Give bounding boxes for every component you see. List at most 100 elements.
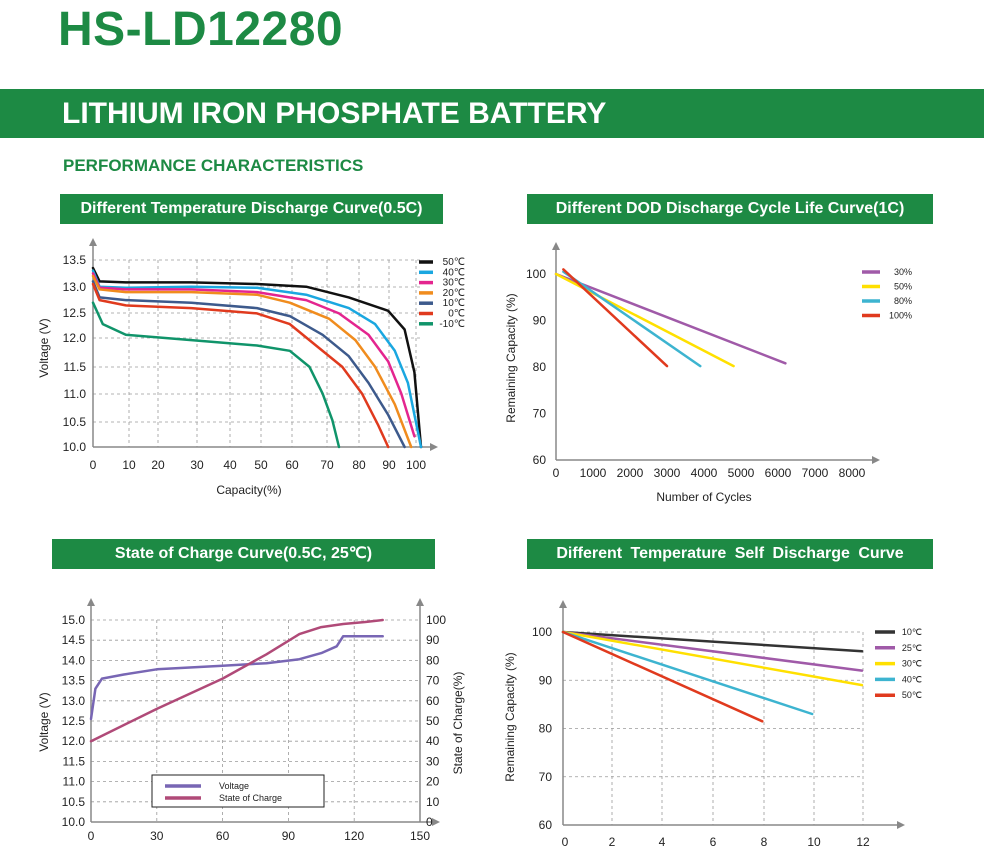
self_discharge-series-line-2	[561, 630, 864, 687]
temp_discharge-y-axis-label: Voltage (V)	[37, 318, 51, 377]
state_of_charge-y-axis-label: Voltage (V)	[37, 692, 51, 751]
self_discharge-x-tick-label: 2	[609, 835, 616, 849]
temp_discharge-x-tick-label: 30	[190, 458, 204, 472]
self_discharge-series-line-1	[561, 630, 864, 672]
state_of_charge-x-tick-label: 0	[88, 829, 95, 843]
chart-title-state-of-charge: State of Charge Curve(0.5C, 25℃)	[52, 539, 435, 569]
state_of_charge-series-line-1	[89, 618, 384, 743]
temp_discharge-y-tick-label: 11.5	[64, 360, 87, 374]
dod_cycle-x-tick-label: 8000	[839, 466, 866, 480]
state_of_charge-y2-tick-label: 20	[426, 775, 440, 789]
self_discharge-x-tick-label: 10	[807, 835, 821, 849]
self_discharge-y-tick-label: 60	[539, 818, 553, 832]
dod_cycle-legend-label-3: 100%	[889, 311, 912, 321]
dod_cycle-x-tick-label: 6000	[765, 466, 792, 480]
dod_cycle-y-tick-label: 70	[533, 407, 547, 421]
temp_discharge-x-tick-label: 100	[406, 458, 426, 472]
state_of_charge-y-tick-label: 15.0	[62, 613, 86, 627]
temp_discharge-x-tick-label: 60	[285, 458, 299, 472]
state_of_charge-y-tick-label: 12.0	[62, 734, 86, 748]
self_discharge-x-tick-label: 12	[856, 835, 870, 849]
self_discharge-y-axis-arrow	[559, 600, 567, 608]
dod_cycle-y-axis-arrow	[552, 242, 560, 250]
state_of_charge-legend-box	[151, 774, 325, 808]
dod_cycle-x-tick-label: 5000	[728, 466, 755, 480]
state_of_charge-y-tick-label: 11.5	[63, 754, 86, 768]
temp_discharge-series-line-5	[91, 282, 390, 449]
temp_discharge-x-tick-label: 10	[122, 458, 136, 472]
model-title: HS-LD12280	[58, 3, 344, 56]
state_of_charge-y-tick-label: 14.0	[62, 653, 86, 667]
state_of_charge-y-tick-label: 10.0	[62, 815, 86, 829]
dod_cycle-x-tick-label: 2000	[617, 466, 644, 480]
temp_discharge-x-tick-label: 20	[151, 458, 165, 472]
self_discharge-legend-label-3: 40℃	[902, 674, 922, 684]
temp_discharge-legend-label-1: 40℃	[443, 267, 465, 278]
temp_discharge-series-line-0	[91, 266, 423, 449]
state_of_charge-y2-tick-label: 30	[426, 754, 440, 768]
self_discharge-series-line-4	[561, 630, 764, 723]
dod_cycle-y-tick-label: 100	[526, 267, 546, 281]
banner-title: LITHIUM IRON PHOSPHATE BATTERY	[62, 97, 607, 130]
state_of_charge-y-axis-arrow	[87, 598, 95, 606]
chart-title-temp-discharge: Different Temperature Discharge Curve(0.…	[60, 194, 443, 224]
temp_discharge-legend-label-0: 50℃	[443, 257, 465, 268]
chart-title-dod-cycle: Different DOD Discharge Cycle Life Curve…	[527, 194, 933, 224]
state_of_charge-x-axis-arrow	[432, 818, 440, 826]
state_of_charge-x-tick-label: 90	[282, 829, 296, 843]
temp_discharge-y-tick-label: 13.5	[63, 253, 87, 267]
dod_cycle-x-tick-label: 1000	[580, 466, 607, 480]
dod_cycle-y-tick-label: 60	[533, 453, 547, 467]
state_of_charge-y-tick-label: 13.0	[62, 694, 86, 708]
dod_cycle-legend-label-1: 50%	[894, 282, 912, 292]
dod_cycle-legend-label-0: 30%	[894, 267, 912, 277]
state_of_charge-x-tick-label: 120	[344, 829, 364, 843]
state_of_charge-y2-tick-label: 90	[426, 633, 440, 647]
dod_cycle-series-line-2	[562, 270, 702, 368]
state_of_charge-x-tick-label: 30	[150, 829, 164, 843]
product-banner: LITHIUM IRON PHOSPHATE BATTERY	[0, 89, 984, 138]
self_discharge-x-tick-label: 0	[562, 835, 569, 849]
temp_discharge-x-tick-label: 70	[320, 458, 334, 472]
temp_discharge-legend-label-2: 30℃	[443, 278, 465, 289]
self_discharge-legend-label-1: 25℃	[902, 643, 922, 653]
self_discharge-y-tick-label: 100	[532, 625, 552, 639]
state_of_charge-legend-label-0: Voltage	[219, 781, 249, 791]
state_of_charge-y-tick-label: 10.5	[62, 795, 86, 809]
self_discharge-series-line-3	[561, 630, 814, 716]
state_of_charge-x-tick-label: 150	[410, 829, 430, 843]
self_discharge-y-tick-label: 90	[539, 673, 553, 687]
temp_discharge-x-axis-label: Capacity(%)	[216, 483, 281, 497]
temp_discharge-x-tick-label: 50	[254, 458, 268, 472]
temp_discharge-y-tick-label: 10.0	[63, 440, 87, 454]
self_discharge-x-tick-label: 6	[710, 835, 717, 849]
state_of_charge-y2-tick-label: 80	[426, 653, 440, 667]
dod_cycle-series-line-0	[554, 272, 787, 365]
dod_cycle-x-tick-label: 0	[553, 466, 560, 480]
state_of_charge-y-tick-label: 13.5	[62, 674, 86, 688]
temp_discharge-legend-label-6: -10℃	[439, 319, 465, 330]
self_discharge-legend-label-2: 30℃	[902, 659, 922, 669]
self_discharge-legend-label-4: 50℃	[902, 690, 922, 700]
temp_discharge-x-tick-label: 90	[382, 458, 396, 472]
temp_discharge-y-tick-label: 11.0	[64, 387, 87, 401]
state_of_charge-y2-tick-label: 0	[426, 815, 433, 829]
temp_discharge-series-line-3	[91, 274, 413, 449]
state_of_charge-y2-tick-label: 100	[426, 613, 446, 627]
temp_discharge-y-tick-label: 10.5	[63, 415, 87, 429]
dod_cycle-x-axis-label: Number of Cycles	[656, 490, 751, 504]
self_discharge-x-tick-label: 4	[659, 835, 666, 849]
state_of_charge-y2-tick-label: 60	[426, 694, 440, 708]
temp_discharge-y-tick-label: 12.5	[63, 306, 87, 320]
state_of_charge-y2-tick-label: 40	[426, 734, 440, 748]
self_discharge-x-tick-label: 8	[761, 835, 768, 849]
self_discharge-y-tick-label: 70	[539, 770, 553, 784]
temp_discharge-series-line-2	[91, 272, 416, 438]
temp_discharge-y-axis-arrow	[89, 238, 97, 246]
self_discharge-series-line-0	[561, 630, 864, 653]
temp_discharge-series-line-4	[91, 280, 406, 449]
temp_discharge-x-tick-label: 80	[352, 458, 366, 472]
dod_cycle-series-line-3	[562, 268, 669, 368]
dod_cycle-y-axis-label: Remaining Capacity (%)	[504, 293, 518, 422]
dod_cycle-y-tick-label: 90	[533, 314, 547, 328]
